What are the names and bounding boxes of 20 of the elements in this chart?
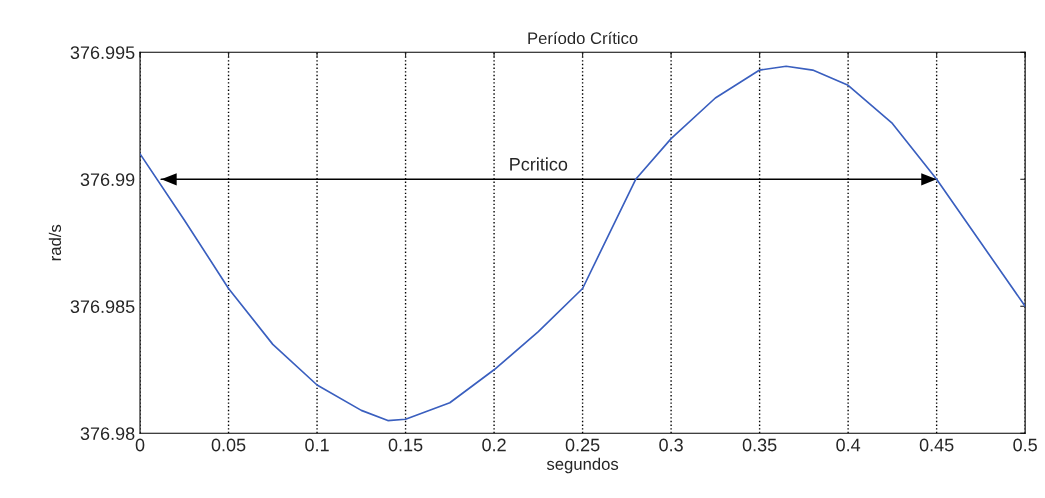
annotation: Pcritico: [510, 157, 568, 171]
y-tick-label: 376.98: [80, 427, 135, 440]
x-axis-title: segundos: [546, 457, 619, 474]
line-series: [140, 65, 1026, 422]
x-tick-label: 0: [135, 438, 145, 452]
y-tick-label: 376.99: [80, 173, 135, 186]
y-tick-label: 376.995: [70, 46, 135, 60]
y-axis-title: rad/s: [48, 224, 62, 261]
x-tick-label: 0.5: [1013, 438, 1037, 452]
y-tick-label: 376.985: [70, 300, 135, 313]
x-tick-label: 0.1: [305, 438, 329, 452]
x-tick-label: 0.35: [742, 438, 777, 452]
chart-title: Período Crítico: [528, 31, 638, 45]
x-tick-label: 0.3: [659, 438, 683, 452]
x-tick-label: 0.45: [919, 438, 954, 452]
x-tick-label: 0.2: [482, 438, 506, 452]
x-tick-label: 0.05: [211, 438, 246, 452]
x-tick-label: 0.25: [565, 438, 600, 452]
x-tick-label: 0.4: [836, 438, 861, 452]
x-tick-label: 0.15: [388, 438, 423, 452]
